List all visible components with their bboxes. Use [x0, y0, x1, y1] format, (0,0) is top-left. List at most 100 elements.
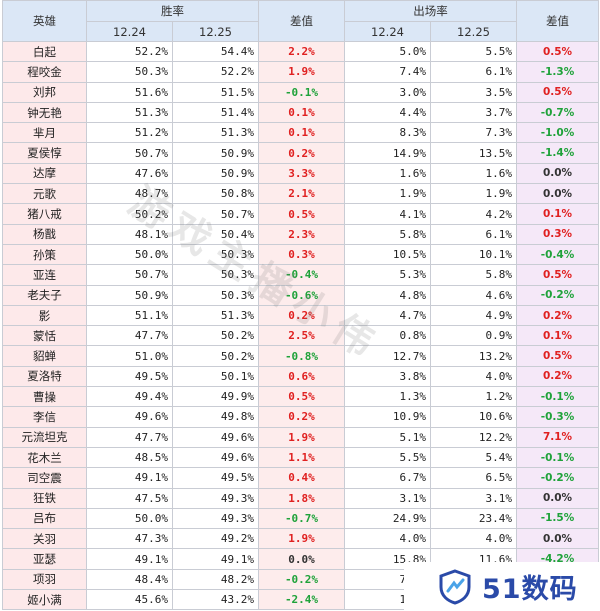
pick-rate-diff-cell: 0.5% [516, 345, 599, 367]
pick-rate-1225-cell: 4.0% [430, 365, 517, 388]
win-rate-1224-cell: 50.3% [86, 61, 173, 83]
pick-rate-1225-cell: 7.3% [430, 122, 517, 144]
pick-rate-1224-cell: 0.8% [344, 325, 431, 347]
win-rate-1224-cell: 50.9% [86, 284, 173, 306]
win-rate-1225-cell: 49.3% [172, 507, 259, 530]
hero-name-cell: 白起 [2, 40, 87, 63]
table-row: 亚连 50.7% 50.3% -0.4% 5.3% 5.8% 0.5% [2, 264, 599, 286]
table-row: 元歌 48.7% 50.8% 2.1% 1.9% 1.9% 0.0% [2, 183, 599, 205]
hero-name-cell: 元歌 [2, 183, 87, 205]
win-rate-diff-cell: 1.9% [258, 426, 345, 448]
table-row: 吕布 50.0% 49.3% -0.7% 24.9% 23.4% -1.5% [2, 507, 599, 530]
pick-rate-diff-cell: -0.1% [516, 446, 599, 469]
table-row: 钟无艳 51.3% 51.4% 0.1% 4.4% 3.7% -0.7% [2, 101, 599, 124]
table-row: 刘邦 51.6% 51.5% -0.1% 3.0% 3.5% 0.5% [2, 81, 599, 103]
win-rate-1225-cell: 50.8% [172, 183, 259, 205]
pick-rate-1225-cell: 3.7% [430, 101, 517, 124]
pick-rate-header: 出场率 [344, 0, 517, 22]
hero-name-cell: 曹操 [2, 386, 87, 408]
pick-rate-diff-cell: 0.5% [516, 40, 599, 63]
hero-name-cell: 程咬金 [2, 61, 87, 83]
win-rate-1224-cell: 47.6% [86, 162, 173, 185]
hero-name-cell: 猪八戒 [2, 203, 87, 225]
pick-rate-1225-cell: 6.5% [430, 467, 517, 489]
logo-text: 51数码 [482, 574, 578, 605]
win-rate-diff-cell: -0.8% [258, 345, 345, 367]
win-rate-1224-cell: 49.1% [86, 548, 173, 570]
table-body: 白起 52.2% 54.4% 2.2% 5.0% 5.5% 0.5% 程咬金 50.3% 52.2… [2, 40, 599, 611]
pick-rate-1224-cell: 7.4% [344, 61, 431, 83]
win-rate-1225-cell: 50.9% [172, 142, 259, 164]
pick-rate-1224-cell: 10.5% [344, 243, 431, 266]
win-rate-1225-cell: 43.2% [172, 589, 259, 611]
win-rate-diff-cell: 0.6% [258, 365, 345, 388]
pick-rate-1224-cell: 24.9% [344, 507, 431, 530]
hero-name-cell: 貂蝉 [2, 345, 87, 367]
pick-rate-diff-cell: 0.1% [516, 203, 599, 225]
table-row: 杨戬 48.1% 50.4% 2.3% 5.8% 6.1% 0.3% [2, 223, 599, 245]
win-rate-1225-cell: 50.3% [172, 284, 259, 306]
win-rate-diff-cell: 0.0% [258, 548, 345, 570]
pick-rate-1224-cell: 10.9% [344, 406, 431, 428]
table-row: 元流坦克 47.7% 49.6% 1.9% 5.1% 12.2% 7.1% [2, 426, 599, 448]
win-rate-header: 胜率 [86, 0, 259, 22]
win-rate-1225-cell: 50.2% [172, 345, 259, 367]
hero-name-cell: 项羽 [2, 568, 87, 591]
win-rate-1225-cell: 49.2% [172, 528, 259, 550]
win-rate-1224-cell: 50.0% [86, 243, 173, 266]
hero-name-cell: 达摩 [2, 162, 87, 185]
pick-rate-diff-cell: 0.0% [516, 487, 599, 509]
pick-rate-1224-cell: 5.0% [344, 40, 431, 63]
win-rate-diff-cell: 2.3% [258, 223, 345, 245]
win-rate-1225-cell: 50.3% [172, 264, 259, 286]
win-rate-1225-cell: 51.3% [172, 304, 259, 327]
win-rate-1224-cell: 50.7% [86, 142, 173, 164]
win-rate-1225-cell: 50.4% [172, 223, 259, 245]
win-rate-diff-cell: -0.6% [258, 284, 345, 306]
pick-rate-1224-cell: 4.7% [344, 304, 431, 327]
pick-rate-1225-cell: 4.2% [430, 203, 517, 225]
pick-rate-1225-cell: 3.1% [430, 487, 517, 509]
win-rate-diff-cell: 1.8% [258, 487, 345, 509]
hero-name-cell: 亚连 [2, 264, 87, 286]
win-rate-1225-cell: 49.3% [172, 487, 259, 509]
win-rate-1224-cell: 47.3% [86, 528, 173, 550]
pick-rate-1224-cell: 1.3% [344, 386, 431, 408]
win-rate-diff-cell: 0.5% [258, 203, 345, 225]
pick-rate-1224-cell: 6.7% [344, 467, 431, 489]
win-rate-date-1: 12.24 [86, 21, 173, 42]
pick-rate-diff-cell: 0.2% [516, 365, 599, 388]
table-row: 司空震 49.1% 49.5% 0.4% 6.7% 6.5% -0.2% [2, 467, 599, 489]
pick-rate-1224-cell: 5.1% [344, 426, 431, 448]
win-rate-diff-cell: 2.2% [258, 40, 345, 63]
table-row: 花木兰 48.5% 49.6% 1.1% 5.5% 5.4% -0.1% [2, 446, 599, 469]
win-rate-1224-cell: 49.4% [86, 386, 173, 408]
hero-name-cell: 吕布 [2, 507, 87, 530]
pick-rate-1225-cell: 5.8% [430, 264, 517, 286]
hero-name-cell: 李信 [2, 406, 87, 428]
win-rate-1225-cell: 50.3% [172, 243, 259, 266]
hero-column-header: 英雄 [2, 0, 87, 42]
pick-rate-1224-cell: 3.8% [344, 365, 431, 388]
hero-name-cell: 花木兰 [2, 446, 87, 469]
pick-rate-diff-cell: -1.4% [516, 142, 599, 164]
hero-name-cell: 姬小满 [2, 589, 87, 611]
win-rate-1225-cell: 50.7% [172, 203, 259, 225]
win-rate-1225-cell: 49.1% [172, 548, 259, 570]
hero-name-cell: 狂铁 [2, 487, 87, 509]
win-rate-1224-cell: 51.3% [86, 101, 173, 124]
pick-rate-1225-cell: 1.6% [430, 162, 517, 185]
pick-rate-diff-cell: 0.2% [516, 304, 599, 327]
win-rate-1224-cell: 52.2% [86, 40, 173, 63]
win-rate-1224-cell: 47.5% [86, 487, 173, 509]
win-rate-diff-header: 差值 [258, 0, 345, 42]
win-rate-diff-cell: -0.2% [258, 568, 345, 591]
win-rate-1224-cell: 48.7% [86, 183, 173, 205]
pick-rate-1224-cell: 8.3% [344, 122, 431, 144]
pick-rate-diff-cell: -0.4% [516, 243, 599, 266]
win-rate-diff-cell: 1.9% [258, 528, 345, 550]
pick-rate-1224-cell: 4.4% [344, 101, 431, 124]
table-row: 猪八戒 50.2% 50.7% 0.5% 4.1% 4.2% 0.1% [2, 203, 599, 225]
win-rate-diff-cell: 0.5% [258, 386, 345, 408]
pick-rate-1224-cell: 5.3% [344, 264, 431, 286]
